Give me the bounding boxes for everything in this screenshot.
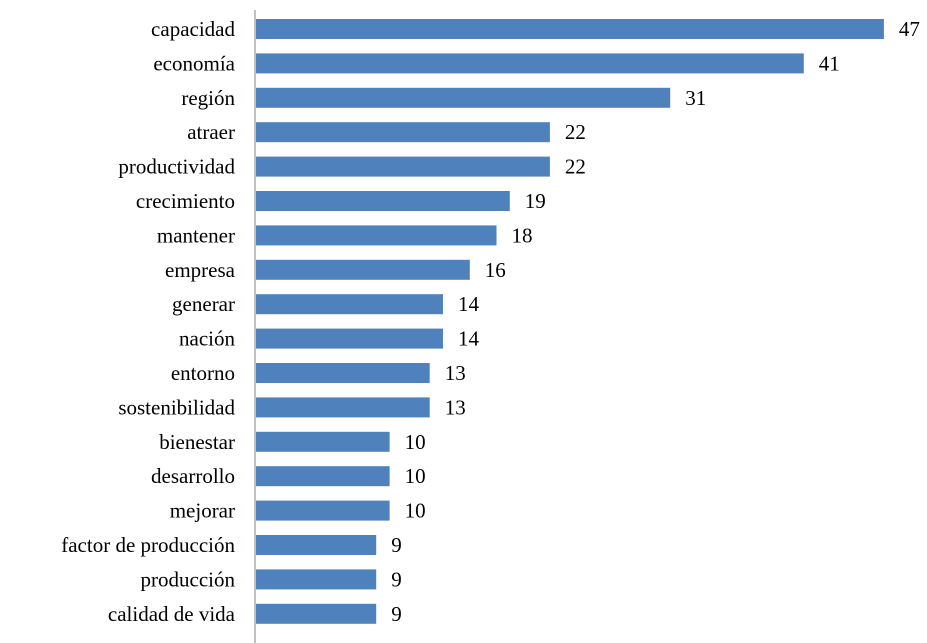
bars-group (256, 19, 884, 624)
value-label: 13 (445, 361, 466, 385)
value-label: 47 (899, 17, 920, 41)
value-label: 18 (512, 223, 533, 247)
value-label: 10 (405, 430, 426, 454)
bar-2 (256, 87, 671, 108)
value-label: 10 (405, 464, 426, 488)
category-label: economía (153, 51, 235, 75)
value-label: 14 (458, 292, 480, 316)
bar-6 (256, 225, 497, 246)
bar-9 (256, 328, 443, 349)
value-label: 10 (405, 499, 426, 523)
bar-11 (256, 397, 430, 418)
value-label: 41 (819, 51, 840, 75)
category-label: desarrollo (151, 464, 235, 488)
category-label: mantener (157, 223, 235, 247)
bar-7 (256, 259, 470, 280)
bar-8 (256, 294, 443, 315)
value-label: 14 (458, 327, 480, 351)
bar-16 (256, 569, 377, 590)
category-label: producción (141, 567, 236, 591)
category-label: atraer (187, 120, 235, 144)
bar-17 (256, 603, 377, 624)
category-label: crecimiento (136, 189, 235, 213)
bar-5 (256, 191, 510, 211)
category-label: capacidad (151, 17, 235, 41)
category-label: entorno (171, 361, 235, 385)
bar-0 (256, 19, 884, 39)
category-label: productividad (118, 155, 235, 179)
category-label: nación (179, 327, 235, 351)
bar-13 (256, 466, 390, 487)
value-label: 9 (391, 567, 402, 591)
category-label: empresa (165, 258, 236, 282)
value-label: 13 (445, 395, 466, 419)
category-label: bienestar (159, 430, 235, 454)
category-labels-group: capacidad economía región atraer productivid… (61, 17, 235, 626)
category-label: mejorar (170, 499, 235, 523)
bar-14 (256, 500, 390, 521)
value-label: 9 (391, 533, 402, 557)
bar-4 (256, 156, 550, 177)
category-label: generar (172, 292, 235, 316)
category-label: región (181, 86, 235, 110)
category-label: calidad de vida (108, 602, 236, 626)
value-label: 31 (685, 86, 706, 110)
bar-3 (256, 122, 550, 143)
value-label: 16 (485, 258, 506, 282)
value-label: 22 (565, 155, 586, 179)
bar-10 (256, 363, 430, 383)
category-label: sostenibilidad (118, 395, 235, 419)
bar-1 (256, 53, 804, 74)
bar-12 (256, 431, 390, 452)
bar-15 (256, 535, 377, 555)
value-label: 9 (391, 602, 402, 626)
value-label: 19 (525, 189, 546, 213)
value-label: 22 (565, 120, 586, 144)
category-label: factor de producción (61, 533, 235, 557)
